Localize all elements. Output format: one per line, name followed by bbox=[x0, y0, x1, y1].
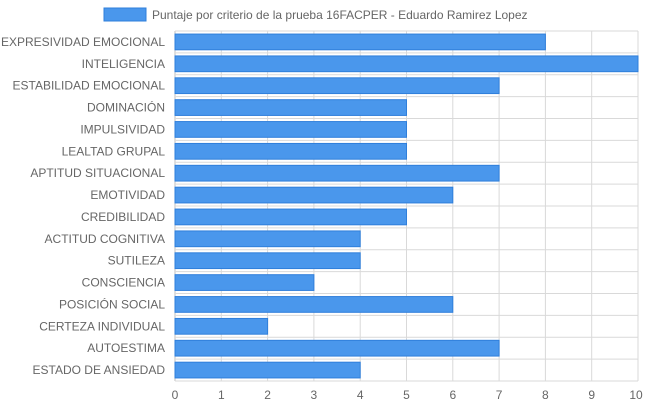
category-label: EMOTIVIDAD bbox=[90, 188, 165, 202]
bar[interactable] bbox=[174, 274, 315, 291]
x-tick-label: 7 bbox=[496, 388, 503, 402]
category-label: CONSCIENCIA bbox=[82, 276, 165, 290]
bar[interactable] bbox=[174, 317, 269, 335]
legend-swatch bbox=[103, 7, 147, 22]
x-tick-label: 8 bbox=[542, 388, 549, 402]
category-label: SUTILEZA bbox=[108, 254, 165, 268]
bar[interactable] bbox=[174, 121, 407, 138]
category-label: IMPULSIVIDAD bbox=[80, 122, 165, 136]
bar[interactable] bbox=[174, 55, 639, 73]
category-label: CERTEZA INDIVIDUAL bbox=[39, 319, 165, 333]
bar[interactable] bbox=[174, 339, 500, 357]
category-label: ACTITUD COGNITIVA bbox=[45, 232, 165, 246]
bar[interactable] bbox=[174, 99, 407, 116]
x-tick-label: 3 bbox=[311, 388, 318, 402]
tick-labels: 0 1 2 3 4 5 6 7 8 9 10 bbox=[172, 388, 643, 402]
category-label: ESTADO DE ANSIEDAD bbox=[33, 363, 166, 377]
bar[interactable] bbox=[174, 230, 361, 248]
category-label: ESTABILIDAD EMOCIONAL bbox=[13, 79, 166, 93]
x-tick-label: 9 bbox=[588, 388, 595, 402]
bar[interactable] bbox=[174, 33, 546, 51]
category-label: DOMINACIÓN bbox=[87, 100, 165, 115]
x-tick-label: 2 bbox=[264, 388, 271, 402]
legend-label: Puntaje por criterio de la prueba 16FACP… bbox=[152, 8, 528, 22]
category-labels: EXPRESIVIDAD EMOCIONAL INTELIGENCIA ESTABI… bbox=[1, 35, 165, 377]
category-label: EXPRESIVIDAD EMOCIONAL bbox=[1, 35, 165, 49]
x-tick-label: 10 bbox=[629, 388, 643, 402]
bar[interactable] bbox=[174, 296, 454, 313]
legend: Puntaje por criterio de la prueba 16FACP… bbox=[103, 7, 528, 22]
category-label: CREDIBILIDAD bbox=[81, 210, 165, 224]
x-tick-label: 5 bbox=[403, 388, 410, 402]
category-label: POSICIÓN SOCIAL bbox=[59, 296, 165, 311]
category-label: INTELIGENCIA bbox=[82, 57, 165, 71]
bar[interactable] bbox=[174, 164, 500, 182]
bar[interactable] bbox=[174, 252, 361, 270]
x-tick-label: 4 bbox=[357, 388, 364, 402]
bar[interactable] bbox=[174, 142, 407, 160]
x-tick-label: 0 bbox=[172, 388, 179, 402]
category-label: LEALTAD GRUPAL bbox=[62, 144, 166, 158]
category-label: AUTOESTIMA bbox=[87, 341, 165, 355]
category-label: APTITUD SITUACIONAL bbox=[30, 166, 165, 180]
x-tick-label: 1 bbox=[218, 388, 225, 402]
bar[interactable] bbox=[174, 208, 407, 226]
bars bbox=[174, 33, 639, 379]
bar[interactable] bbox=[174, 186, 454, 204]
bar[interactable] bbox=[174, 77, 500, 95]
bar[interactable] bbox=[174, 361, 361, 379]
x-tick-label: 6 bbox=[449, 388, 456, 402]
